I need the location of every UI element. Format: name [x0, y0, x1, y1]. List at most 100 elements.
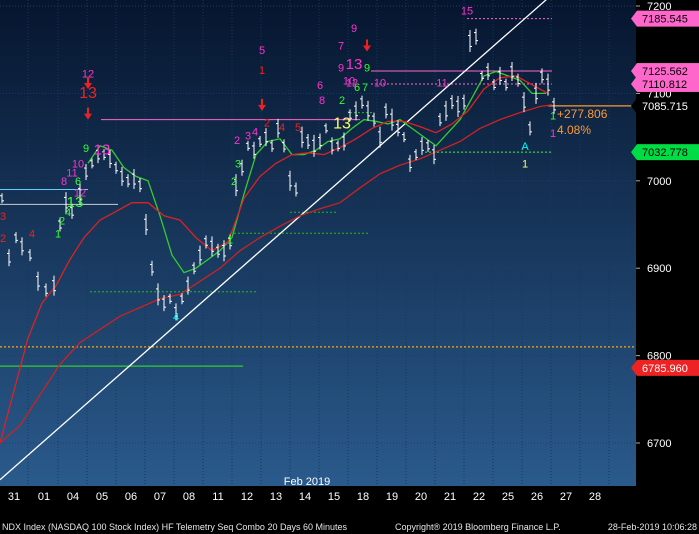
change-label: +277.806 — [557, 107, 608, 121]
annotation-label: 4 — [279, 122, 285, 134]
down-arrow-icon — [258, 104, 266, 111]
x-tick-label-28: 28 — [589, 491, 601, 503]
grid — [0, 0, 636, 486]
annotation-label: 8 — [319, 95, 325, 107]
annotation-label: 3 — [235, 159, 241, 171]
annotation-label: 13 — [333, 115, 351, 132]
price-tag-label: 7085.715 — [642, 101, 688, 113]
trendline — [0, 0, 547, 481]
annotation-label: 4 — [29, 229, 35, 241]
x-tick-label-21: 21 — [444, 491, 456, 503]
x-tick-label-15: 15 — [328, 491, 340, 503]
annotation-label: 11 — [66, 167, 77, 179]
x-tick-label-07: 07 — [154, 491, 166, 503]
price-tag-pointer — [631, 144, 637, 161]
series-fast-ma — [87, 70, 546, 274]
x-tick-label-13: 13 — [270, 491, 282, 503]
annotation-label: 10 — [374, 77, 386, 89]
annotation-label: 12 — [346, 77, 358, 89]
price-tag-label: 7110.812 — [642, 79, 687, 91]
x-tick-label-25: 25 — [502, 491, 514, 503]
x-tick-label-22: 22 — [473, 491, 485, 503]
annotation-label: 5 — [259, 45, 265, 57]
annotation-label: 4 — [252, 126, 258, 138]
annotation-label: 2 — [59, 216, 65, 228]
annotation-label: 13 — [94, 142, 111, 159]
x-tick-label-05: 05 — [96, 491, 108, 503]
price-tag-label: 6785.960 — [642, 363, 688, 375]
annotation-label: 9 — [364, 63, 370, 75]
annotation-label: 8 — [61, 176, 67, 188]
annotation-label: 2 — [339, 95, 345, 107]
down-arrow-icon — [84, 83, 92, 90]
x-tick-label-26: 26 — [531, 491, 543, 503]
change-percent: 4.08% — [557, 123, 591, 137]
price-tag-pointer — [631, 10, 637, 27]
y-tick-label-6900: 6900 — [647, 263, 671, 275]
annotation-label: 2 — [264, 118, 270, 130]
x-tick-label-31: 31 — [8, 491, 20, 503]
price-tag-pointer — [631, 63, 637, 80]
price-tag-pointer — [631, 359, 637, 376]
annotation-label: 2 — [231, 176, 237, 188]
annotation-label: 7 — [362, 82, 368, 94]
y-tick-label-7200: 7200 — [647, 1, 671, 13]
x-axis-background — [0, 486, 636, 516]
price-tag-pointer — [631, 97, 637, 114]
down-arrow-icon — [363, 45, 371, 52]
x-tick-label-20: 20 — [415, 491, 427, 503]
annotation-label: 9 — [351, 23, 357, 35]
price-tag-label: 7125.562 — [642, 66, 688, 78]
x-tick-label-19: 19 — [386, 491, 398, 503]
x-tick-label-12: 12 — [241, 491, 253, 503]
x-tick-label-11: 11 — [212, 491, 223, 503]
y-tick-label-7000: 7000 — [647, 176, 671, 188]
annotation-label: 15 — [461, 6, 473, 18]
annotation-label: 1 — [550, 128, 556, 140]
annotation-label: 9 — [83, 143, 89, 155]
series-lower-ma — [0, 104, 553, 444]
price-tag-bg — [637, 144, 699, 161]
annotation-label: 1 — [227, 235, 233, 247]
price-tag-bg — [637, 359, 699, 376]
annotation-label: 6 — [317, 80, 323, 92]
annotation-label: 11 — [436, 77, 447, 89]
annotation-label: 9 — [338, 63, 344, 75]
annotation-label: 4 — [65, 207, 71, 219]
footer-left: NDX Index (NASDAQ 100 Stock Index) HF Te… — [2, 522, 347, 532]
annotation-label: 10 — [72, 159, 84, 171]
price-tag-bg — [637, 97, 699, 114]
annotation-label: 13 — [67, 194, 84, 211]
horizontal-lines — [0, 105, 636, 367]
price-tag-pointer — [631, 75, 637, 92]
annotation-label: 7 — [338, 41, 344, 53]
annotation-label: 10 — [343, 76, 355, 88]
annotation-label: 2 — [234, 135, 240, 147]
annotation-label: 2 — [0, 233, 6, 245]
x-tick-label-18: 18 — [357, 491, 369, 503]
price-tag-bg — [637, 75, 699, 92]
y-tick-label-6700: 6700 — [647, 438, 671, 450]
annotation-label: 6 — [75, 176, 81, 188]
annotation-label: 1 — [259, 65, 265, 77]
x-axis: 31 01 04 05 06 07 08 11 12 13 14 15 18 19 20 21 22 25 26 27… — [8, 491, 601, 503]
footer-right: 28-Feb-2019 10:06:28 — [608, 522, 697, 532]
price-tag-label: 7185.545 — [642, 14, 688, 26]
price-tag-bg — [637, 10, 699, 27]
price-bars — [0, 28, 556, 321]
signal-arrows — [84, 39, 371, 120]
price-tag-label: 7032.778 — [642, 147, 688, 159]
annotation-label: 4 — [173, 312, 179, 324]
y-tick-label-6800: 6800 — [647, 351, 671, 363]
annotation-label: 3 — [245, 131, 251, 143]
x-tick-label-01: 01 — [38, 491, 50, 503]
x-tick-label-27: 27 — [560, 491, 572, 503]
annotation-label: 3 — [0, 211, 6, 223]
x-tick-label-08: 08 — [183, 491, 195, 503]
level-lines — [0, 18, 552, 293]
annotation-label: 6 — [354, 82, 360, 94]
